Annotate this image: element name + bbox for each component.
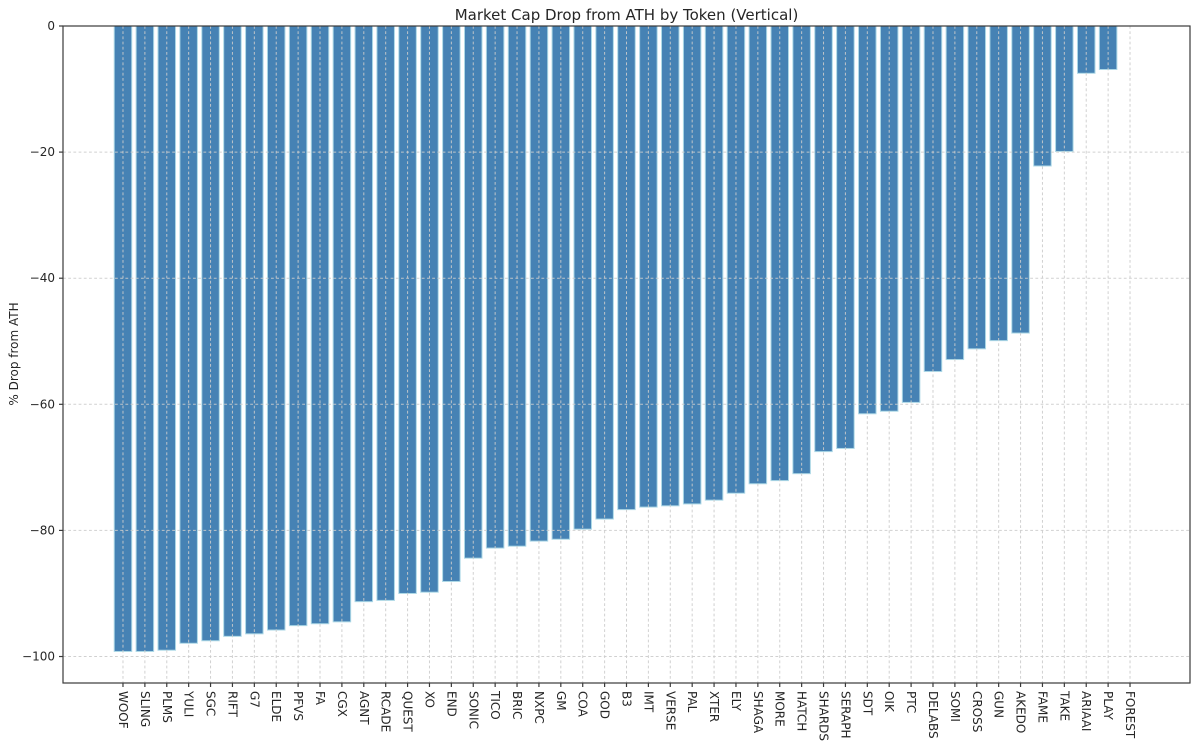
x-tick-label-TICO: TICO [488, 690, 502, 720]
x-tick-label-OIK: OIK [882, 691, 896, 713]
x-tick-label-FA: FA [313, 691, 327, 706]
x-tick-label-SONIC: SONIC [466, 691, 480, 729]
x-tick-label-G7: G7 [247, 691, 261, 708]
x-tick-label-PFVS: PFVS [291, 691, 305, 721]
x-tick-label-FAME: FAME [1035, 691, 1049, 723]
x-tick-label-XO: XO [422, 691, 436, 708]
x-tick-label-DELABS: DELABS [926, 691, 940, 739]
y-tick-label: −20 [30, 145, 55, 159]
x-tick-label-PAL: PAL [685, 691, 699, 713]
x-tick-label-XTER: XTER [707, 691, 721, 722]
x-tick-label-GM: GM [554, 691, 568, 711]
y-tick-label: −100 [22, 650, 55, 664]
x-tick-label-YULI: YULI [182, 690, 196, 717]
x-tick-label-SGC: SGC [204, 691, 218, 716]
y-tick-label: −80 [30, 523, 55, 537]
x-tick-label-NXPC: NXPC [532, 691, 546, 724]
x-tick-label-GUN: GUN [992, 691, 1006, 718]
x-tick-label-SDT: SDT [860, 691, 874, 716]
y-tick-label: −40 [30, 271, 55, 285]
x-tick-label-RCADE: RCADE [379, 691, 393, 732]
x-tick-label-FOREST: FOREST [1123, 691, 1137, 739]
x-tick-label-ELDE: ELDE [269, 691, 283, 722]
x-tick-label-GOD: GOD [598, 691, 612, 719]
x-tick-label-RIFT: RIFT [225, 691, 239, 718]
x-tick-label-IMT: IMT [641, 691, 655, 713]
x-tick-label-SLING: SLING [138, 691, 152, 727]
x-tick-label-END: END [444, 691, 458, 717]
x-tick-label-ELY: ELY [729, 691, 743, 712]
x-tick-label-AKEDO: AKEDO [1014, 691, 1028, 733]
x-tick-label-SOMI: SOMI [948, 691, 962, 722]
x-tick-label-SERAPH: SERAPH [838, 691, 852, 739]
x-tick-label-PTC: PTC [904, 691, 918, 713]
x-tick-label-VERSE: VERSE [663, 691, 677, 730]
x-tick-label-TAKE: TAKE [1057, 690, 1071, 721]
chart-title: Market Cap Drop from ATH by Token (Verti… [454, 6, 799, 24]
y-tick-label: 0 [47, 19, 55, 33]
x-tick-label-PLAY: PLAY [1101, 691, 1115, 720]
x-tick-label-PLMS: PLMS [160, 691, 174, 723]
x-tick-label-QUEST: QUEST [401, 691, 415, 732]
y-tick-label: −60 [30, 397, 55, 411]
x-tick-label-CGX: CGX [335, 691, 349, 717]
bar-RIFT [223, 25, 242, 637]
x-tick-label-BRIC: BRIC [510, 691, 524, 720]
x-tick-label-COA: COA [576, 691, 590, 718]
x-tick-label-CROSS: CROSS [970, 691, 984, 732]
x-tick-label-WOOF: WOOF [116, 691, 130, 729]
x-tick-label-B3: B3 [620, 691, 634, 707]
x-tick-label-MORE: MORE [773, 691, 787, 727]
x-tick-label-AGNT: AGNT [357, 691, 371, 725]
x-tick-label-ARIAAI: ARIAAI [1079, 691, 1093, 731]
x-tick-label-SHAGA: SHAGA [751, 691, 765, 734]
x-tick-label-SHARDS: SHARDS [817, 691, 831, 741]
x-tick-label-HATCH: HATCH [795, 691, 809, 731]
